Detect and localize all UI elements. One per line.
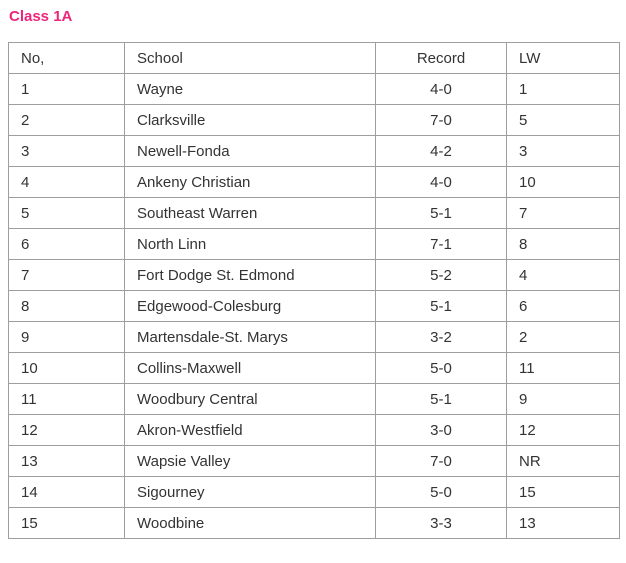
cell-school: Southeast Warren	[124, 197, 376, 229]
cell-no: 11	[8, 383, 125, 415]
cell-school: Wapsie Valley	[124, 445, 376, 477]
cell-record: 5-1	[375, 290, 507, 322]
table-row: 14 Sigourney 5-0 15	[8, 476, 620, 508]
cell-record: 7-0	[375, 445, 507, 477]
cell-record: 7-0	[375, 104, 507, 136]
table-body: 1 Wayne 4-0 1 2 Clarksville 7-0 5 3 Newe…	[8, 73, 620, 539]
cell-lw: 6	[506, 290, 620, 322]
table-row: 7 Fort Dodge St. Edmond 5-2 4	[8, 259, 620, 291]
cell-lw: 10	[506, 166, 620, 198]
cell-no: 1	[8, 73, 125, 105]
cell-record: 5-2	[375, 259, 507, 291]
cell-record: 3-3	[375, 507, 507, 539]
cell-school: Akron-Westfield	[124, 414, 376, 446]
table-header-row: No, School Record LW	[8, 42, 620, 74]
cell-school: Ankeny Christian	[124, 166, 376, 198]
rankings-table: No, School Record LW 1 Wayne 4-0 1 2 Cla…	[8, 42, 620, 539]
cell-record: 5-1	[375, 197, 507, 229]
cell-school: Newell-Fonda	[124, 135, 376, 167]
table-row: 2 Clarksville 7-0 5	[8, 104, 620, 136]
table-row: 3 Newell-Fonda 4-2 3	[8, 135, 620, 167]
cell-school: Sigourney	[124, 476, 376, 508]
table-row: 12 Akron-Westfield 3-0 12	[8, 414, 620, 446]
cell-no: 9	[8, 321, 125, 353]
table-row: 1 Wayne 4-0 1	[8, 73, 620, 105]
cell-school: Martensdale-St. Marys	[124, 321, 376, 353]
cell-no: 4	[8, 166, 125, 198]
cell-no: 3	[8, 135, 125, 167]
table-row: 4 Ankeny Christian 4-0 10	[8, 166, 620, 198]
header-record: Record	[375, 42, 507, 74]
cell-lw: 9	[506, 383, 620, 415]
cell-lw: 8	[506, 228, 620, 260]
cell-school: Edgewood-Colesburg	[124, 290, 376, 322]
cell-lw: 1	[506, 73, 620, 105]
header-school: School	[124, 42, 376, 74]
cell-school: Fort Dodge St. Edmond	[124, 259, 376, 291]
table-row: 10 Collins-Maxwell 5-0 11	[8, 352, 620, 384]
cell-record: 3-0	[375, 414, 507, 446]
cell-no: 5	[8, 197, 125, 229]
cell-lw: 11	[506, 352, 620, 384]
cell-lw: 3	[506, 135, 620, 167]
table-row: 15 Woodbine 3-3 13	[8, 507, 620, 539]
cell-no: 7	[8, 259, 125, 291]
cell-lw: 5	[506, 104, 620, 136]
cell-lw: 12	[506, 414, 620, 446]
cell-lw: NR	[506, 445, 620, 477]
cell-record: 7-1	[375, 228, 507, 260]
cell-school: Woodbury Central	[124, 383, 376, 415]
cell-lw: 2	[506, 321, 620, 353]
cell-no: 2	[8, 104, 125, 136]
cell-no: 15	[8, 507, 125, 539]
header-no: No,	[8, 42, 125, 74]
table-row: 11 Woodbury Central 5-1 9	[8, 383, 620, 415]
cell-record: 5-0	[375, 476, 507, 508]
page-title: Class 1A	[9, 8, 73, 25]
cell-no: 10	[8, 352, 125, 384]
cell-lw: 13	[506, 507, 620, 539]
cell-no: 8	[8, 290, 125, 322]
cell-school: Woodbine	[124, 507, 376, 539]
table-row: 8 Edgewood-Colesburg 5-1 6	[8, 290, 620, 322]
cell-lw: 15	[506, 476, 620, 508]
cell-lw: 7	[506, 197, 620, 229]
cell-school: Clarksville	[124, 104, 376, 136]
cell-no: 13	[8, 445, 125, 477]
cell-record: 4-2	[375, 135, 507, 167]
cell-record: 5-1	[375, 383, 507, 415]
cell-school: North Linn	[124, 228, 376, 260]
table-row: 9 Martensdale-St. Marys 3-2 2	[8, 321, 620, 353]
cell-record: 4-0	[375, 166, 507, 198]
cell-school: Wayne	[124, 73, 376, 105]
table-row: 5 Southeast Warren 5-1 7	[8, 197, 620, 229]
table-row: 6 North Linn 7-1 8	[8, 228, 620, 260]
cell-no: 14	[8, 476, 125, 508]
header-lw: LW	[506, 42, 620, 74]
table-row: 13 Wapsie Valley 7-0 NR	[8, 445, 620, 477]
cell-no: 12	[8, 414, 125, 446]
cell-school: Collins-Maxwell	[124, 352, 376, 384]
cell-record: 5-0	[375, 352, 507, 384]
cell-lw: 4	[506, 259, 620, 291]
cell-record: 3-2	[375, 321, 507, 353]
cell-no: 6	[8, 228, 125, 260]
cell-record: 4-0	[375, 73, 507, 105]
